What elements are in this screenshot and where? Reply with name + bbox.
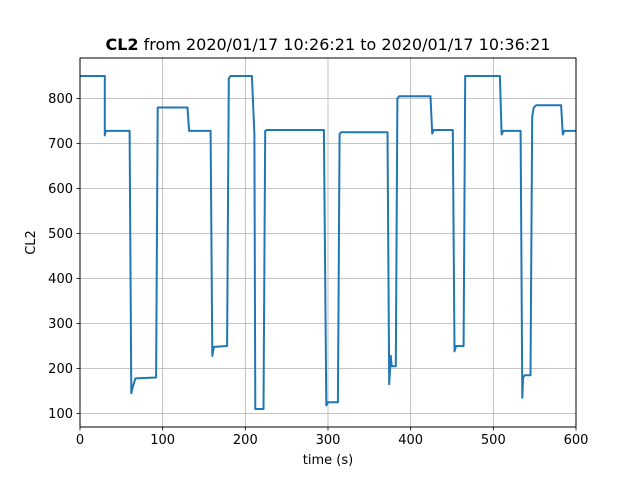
y-axis-label: CL2 <box>24 230 39 255</box>
y-tick-label: 600 <box>48 182 73 197</box>
y-tick-label: 300 <box>48 317 73 332</box>
y-tick-label: 100 <box>48 407 73 422</box>
y-tick-label: 400 <box>48 272 73 287</box>
x-tick-label: 100 <box>150 433 175 448</box>
x-axis-label: time (s) <box>303 453 353 468</box>
y-tick-label: 200 <box>48 362 73 377</box>
y-tick-label: 500 <box>48 227 73 242</box>
x-tick-label: 0 <box>76 433 84 448</box>
series-line <box>80 75 576 410</box>
chart-title-bold: CL2 <box>105 35 138 54</box>
grid <box>79 58 577 427</box>
chart-title: CL2 from 2020/01/17 10:26:21 to 2020/01/… <box>105 35 550 54</box>
series-layer <box>80 75 576 410</box>
y-tick-label: 800 <box>48 92 73 107</box>
chart-title-rest: from 2020/01/17 10:26:21 to 2020/01/17 1… <box>139 35 551 54</box>
x-tick-label: 500 <box>481 433 506 448</box>
x-tick-label: 400 <box>398 433 423 448</box>
x-tick-label: 200 <box>233 433 258 448</box>
x-tick-label: 300 <box>316 433 341 448</box>
x-tick-label: 600 <box>564 433 589 448</box>
y-tick-label: 700 <box>48 137 73 152</box>
ticks: 0 100 200 300 400 500 600100200300400500600700… <box>48 92 588 448</box>
